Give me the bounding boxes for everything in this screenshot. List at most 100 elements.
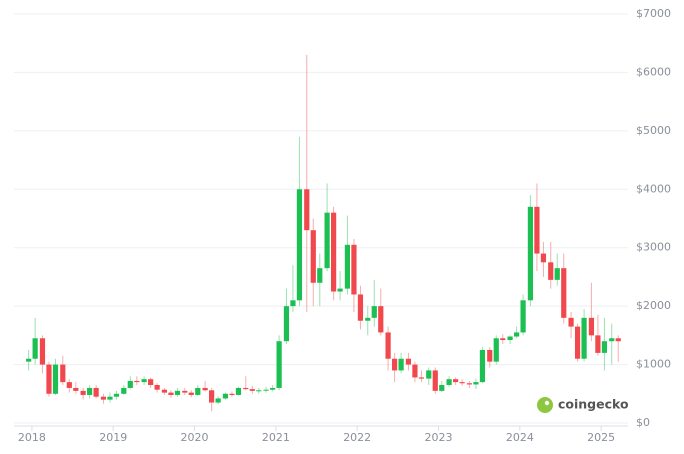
candle-body [80, 390, 86, 395]
y-tick-label: $5000 [636, 124, 671, 137]
candle-body [337, 288, 343, 292]
candle-body [385, 332, 391, 359]
candle-body [222, 393, 229, 399]
candle-body [154, 385, 160, 390]
candle-body [310, 230, 316, 283]
y-tick-label: $7000 [636, 7, 671, 20]
candle-body [351, 244, 357, 295]
candle-body [365, 317, 371, 321]
candle-body [113, 393, 120, 397]
x-tick-label: 2021 [262, 431, 290, 444]
watermark: coingecko [558, 397, 629, 412]
candle-body [513, 332, 520, 337]
candle-body [46, 364, 52, 394]
candle-body [263, 389, 269, 391]
candle-body [270, 387, 276, 390]
candle-body [534, 206, 540, 254]
y-tick-label: $4000 [636, 182, 671, 195]
candle-body [256, 390, 262, 392]
candle-body [243, 387, 249, 390]
candle-body [459, 382, 465, 384]
candle-body [73, 387, 79, 391]
candle-body [500, 338, 506, 341]
x-tick-label: 2019 [99, 431, 127, 444]
y-tick-label: $3000 [636, 241, 671, 254]
y-tick-label: $1000 [636, 358, 671, 371]
candle-body [331, 212, 337, 292]
candle-body [52, 364, 59, 394]
candle-body [93, 387, 99, 397]
y-tick-label: $6000 [636, 65, 671, 78]
candle-body [148, 379, 154, 386]
candle-body [371, 306, 377, 318]
candle-body [426, 370, 432, 379]
candle-body [134, 380, 140, 383]
candle-body [87, 387, 93, 395]
logo-eye [544, 400, 550, 406]
candle-body [276, 341, 282, 388]
candle-body [412, 364, 418, 378]
candle-body [520, 300, 526, 333]
candle-body [127, 380, 133, 388]
candle-body [405, 358, 412, 365]
candle-body [581, 317, 587, 359]
candle-body [615, 338, 621, 342]
candle-body [283, 306, 290, 342]
candle-body [195, 387, 201, 395]
candle-body [554, 268, 560, 280]
candle-body [493, 338, 499, 362]
candle-body [209, 390, 215, 403]
candle-body [466, 383, 473, 385]
candle-body [317, 268, 323, 283]
candle-body [39, 338, 46, 365]
candle-body [229, 393, 235, 395]
candle-body [432, 370, 438, 391]
y-tick-label: $0 [636, 416, 650, 429]
candle-body [398, 358, 404, 371]
candle-body [249, 389, 255, 391]
candle-body [446, 379, 452, 386]
candle-body [439, 385, 445, 391]
x-tick-label: 2025 [587, 431, 615, 444]
candle-body [107, 396, 113, 400]
candle-body [574, 326, 581, 359]
candle-body [182, 390, 188, 393]
candle-body [357, 294, 364, 321]
candle-body [452, 379, 459, 383]
candle-body [527, 206, 534, 301]
candle-body [561, 268, 567, 318]
candle-body [418, 377, 425, 379]
candle-body [296, 189, 303, 301]
candle-body [487, 349, 493, 362]
candle-body [595, 335, 601, 353]
x-tick-label: 2020 [181, 431, 209, 444]
candle-body [290, 300, 296, 307]
candle-body [609, 338, 615, 342]
candle-body [215, 398, 221, 403]
candle-body [141, 379, 147, 383]
candle-body [32, 338, 38, 359]
x-tick-label: 2023 [425, 431, 453, 444]
x-tick-label: 2024 [506, 431, 534, 444]
candle-body [161, 389, 168, 393]
logo-icon [537, 397, 553, 413]
candle-body [479, 349, 486, 383]
candle-body [26, 358, 32, 362]
candle-body [202, 387, 208, 391]
candle-body [324, 212, 330, 269]
candle-body [507, 336, 513, 341]
candle-body [588, 317, 595, 336]
candle-body [100, 396, 107, 400]
candle-body [66, 382, 72, 388]
candle-body [235, 387, 242, 395]
candle-body [568, 317, 574, 327]
candle-body [60, 364, 66, 383]
candle-body [121, 387, 127, 394]
candle-body [391, 358, 398, 371]
candle-body [344, 244, 351, 289]
candle-body [304, 189, 310, 231]
candle-body [548, 262, 554, 280]
candle-body [188, 392, 194, 395]
